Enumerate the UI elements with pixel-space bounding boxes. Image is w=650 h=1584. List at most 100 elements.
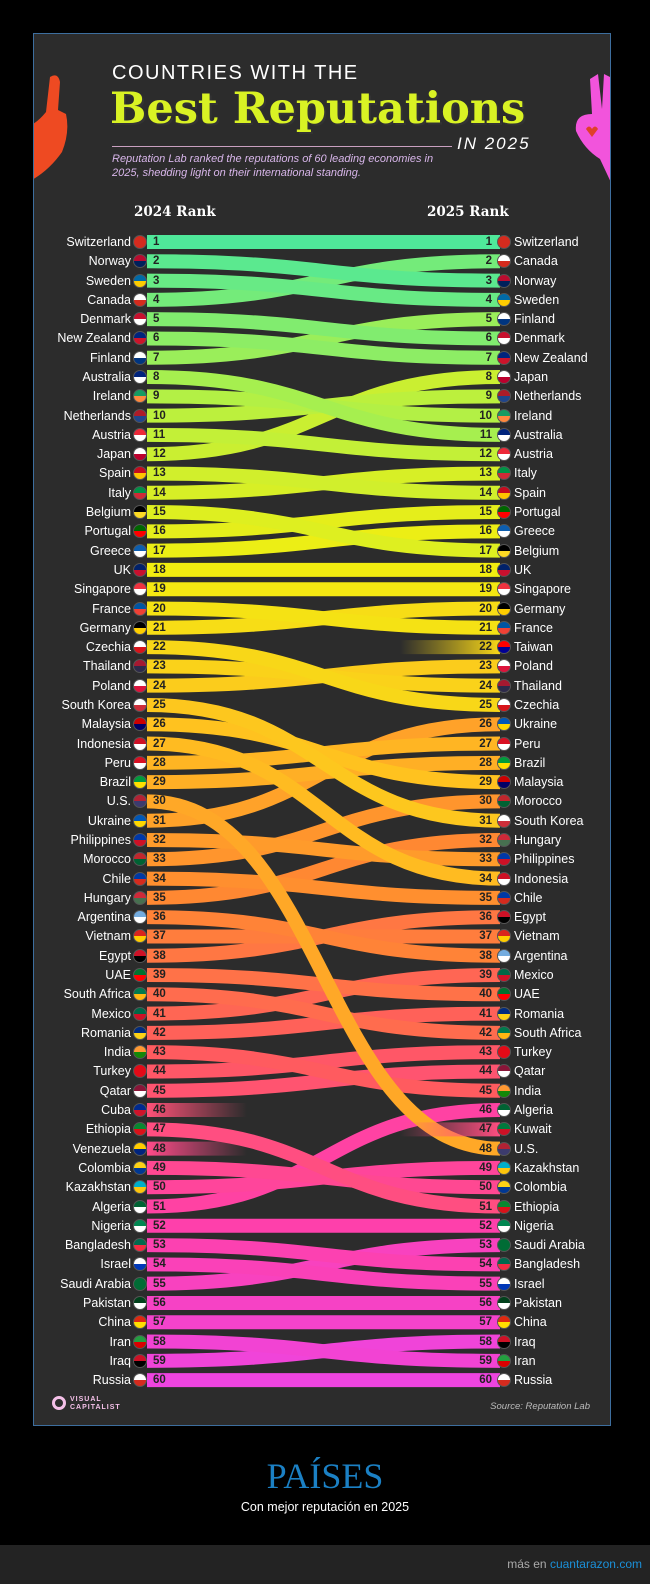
rank-2024-number: 32 [153,833,166,846]
rank-2024-number: 38 [153,949,166,962]
flag-icon [133,1025,147,1040]
rank-2025-number: 45 [479,1084,492,1097]
rank-2025-number: 15 [479,506,492,519]
flag-icon [133,1122,147,1137]
left-country-label: Saudi Arabia [34,1277,131,1291]
rank-2025-number: 17 [479,544,492,557]
country-name: Portugal [84,524,131,539]
left-country-label: Turkey [34,1064,131,1078]
flag-icon [133,427,147,442]
flag-icon [133,736,147,751]
rank-2024-number: 54 [153,1258,166,1271]
flag-icon [497,273,511,288]
rank-2024-number: 46 [153,1104,166,1117]
country-name: Sweden [85,273,131,288]
ribbon-malaysia [146,717,501,790]
infographic: COUNTRIES WITH THE Best Reputations IN 2… [33,33,611,1426]
country-name: Austria [92,427,131,442]
country-name: Australia [82,370,131,385]
visual-capitalist-logo-icon [52,1396,66,1410]
title-year: IN 2025 [457,134,531,153]
country-name: Romania [514,1006,565,1021]
left-country-label: Mexico [34,1007,131,1021]
rank-2025-number: 18 [479,563,492,576]
left-country-label: Italy [34,486,131,500]
flag-icon [133,678,147,693]
source-note: Source: Reputation Lab [490,1401,590,1412]
country-name: Singapore [514,582,571,597]
rank-2025-number: 47 [479,1123,492,1136]
flag-icon [133,1373,147,1388]
country-name: U.S. [514,1141,539,1156]
country-name: Egypt [99,948,131,963]
flag-icon [497,1238,511,1253]
country-name: Norway [514,273,557,288]
left-country-label: Belgium [34,505,131,519]
left-country-label: Australia [34,370,131,384]
country-name: Saudi Arabia [514,1238,585,1253]
rank-2024-number: 20 [153,602,166,615]
country-name: Czechia [514,697,560,712]
country-name: Austria [514,447,553,462]
country-name: Saudi Arabia [60,1276,131,1291]
country-name: Iraq [514,1334,536,1349]
rank-2025-number: 33 [479,853,492,866]
left-country-label: New Zealand [34,331,131,345]
country-name: Poland [92,678,131,693]
flag-icon [497,1334,511,1349]
left-country-label: Norway [34,254,131,268]
flag-icon [133,485,147,500]
site-link[interactable]: cuantarazon.com [549,1557,642,1571]
country-name: Iraq [109,1353,131,1368]
rank-2025-number: 60 [479,1374,492,1387]
ribbon-greece [146,524,501,558]
ribbon-canada [146,254,501,307]
flag-icon [497,1160,511,1175]
country-name: Greece [90,543,131,558]
ribbon-austria [146,427,501,462]
left-country-label: Iraq [34,1354,131,1368]
country-name: Turkey [514,1045,552,1060]
flag-icon [497,1257,511,1272]
country-name: Portugal [514,505,561,520]
rank-2024-number: 28 [153,756,166,769]
country-name: Greece [514,524,555,539]
ribbon-morocco [146,794,501,867]
rank-2025-number: 57 [479,1316,492,1329]
rank-2025-number: 28 [479,756,492,769]
country-name: Belgium [85,505,131,520]
country-name: Norway [88,254,131,269]
rank-2025-number: 3 [485,274,492,287]
rank-2024-number: 60 [153,1374,166,1387]
flag-icon [133,987,147,1002]
country-name: Singapore [74,582,131,597]
flag-icon [133,447,147,462]
rank-2025-number: 55 [479,1277,492,1290]
ribbon-ethiopia [146,1122,501,1214]
ribbon-portugal [146,505,501,539]
ribbon-south-africa [146,987,501,1040]
rank-2025-number: 46 [479,1104,492,1117]
left-country-label: India [34,1045,131,1059]
rank-2025-number: 7 [485,351,492,364]
flag-icon [497,910,511,925]
country-name: New Zealand [514,350,588,365]
flag-icon [497,1295,511,1310]
left-country-label: Egypt [34,949,131,963]
country-name: Netherlands [514,389,582,404]
country-name: Finland [514,312,555,327]
rank-2024-number: 12 [153,448,166,461]
country-name: Netherlands [63,408,131,423]
rank-2025-number: 12 [479,448,492,461]
country-name: Russia [92,1373,131,1388]
country-name: Colombia [78,1160,131,1175]
left-country-label: China [34,1315,131,1329]
left-country-label: UK [34,563,131,577]
chart-title: Best Reputations [110,84,526,134]
country-name: Argentina [77,910,131,925]
ribbon-qatar [146,1064,501,1098]
rank-2025-number: 8 [485,371,492,384]
left-country-label: South Korea [34,698,132,712]
flag-icon [497,1199,511,1214]
country-name: Ireland [514,408,553,423]
